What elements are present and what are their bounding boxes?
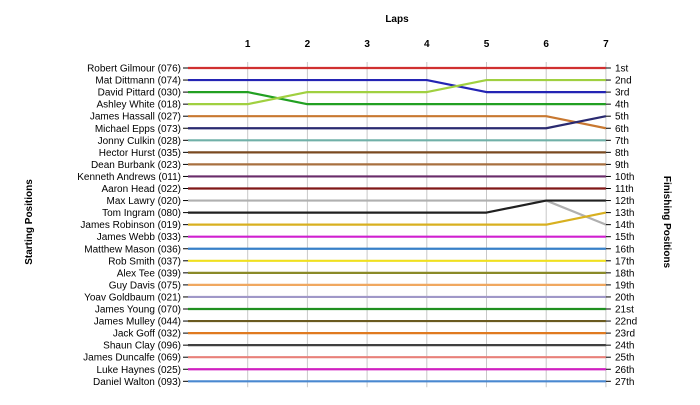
- starting-position-label: James Webb (033): [97, 232, 181, 243]
- starting-position-label: Kenneth Andrews (011): [77, 172, 181, 183]
- x-axis-title: Laps: [385, 14, 409, 25]
- series-line-2: [188, 78, 606, 94]
- series-line-3: [188, 90, 606, 106]
- lap-tick-label: 3: [364, 39, 370, 50]
- finishing-position-label: 6th: [615, 124, 629, 135]
- finishing-position-label: 3rd: [615, 88, 629, 99]
- finishing-position-label: 11th: [615, 184, 634, 195]
- starting-position-label: Guy Davis (075): [109, 280, 181, 291]
- starting-position-label: Shaun Clay (096): [103, 341, 181, 352]
- series-line-12: [188, 199, 607, 226]
- finishing-position-label: 10th: [615, 172, 634, 183]
- finishing-position-label: 19th: [615, 280, 634, 291]
- finishing-position-label: 13th: [615, 208, 634, 219]
- finishing-position-label: 24th: [615, 341, 634, 352]
- finishing-position-label: 21st: [615, 305, 634, 316]
- right-axis-title: Finishing Positions: [661, 176, 672, 269]
- starting-position-label: Yoav Goldbaum (021): [84, 292, 181, 303]
- finishing-position-label: 16th: [615, 244, 634, 255]
- starting-position-label: James Young (070): [95, 305, 181, 316]
- starting-position-label: Aaron Head (022): [102, 184, 182, 195]
- finishing-position-label: 1st: [615, 64, 629, 75]
- starting-position-label: Alex Tee (039): [117, 268, 181, 279]
- starting-position-label: Rob Smith (037): [108, 256, 181, 267]
- starting-position-label: Ashley White (018): [97, 100, 181, 111]
- finishing-position-label: 8th: [615, 148, 629, 159]
- finishing-position-label: 14th: [615, 220, 634, 231]
- finishing-position-label: 20th: [615, 292, 634, 303]
- starting-position-label: James Robinson (019): [80, 220, 181, 231]
- finishing-position-label: 23rd: [615, 329, 635, 340]
- finishing-position-label: 5th: [615, 112, 629, 123]
- series-line-14: [188, 211, 607, 226]
- starting-position-label: Luke Haynes (025): [97, 365, 182, 376]
- lap-tick-label: 4: [424, 39, 430, 50]
- lap-tick-labels: 1 2 3 4 5 6 7: [245, 39, 609, 50]
- finishing-position-label: 27th: [615, 377, 634, 388]
- starting-position-label: David Pittard (030): [98, 88, 181, 99]
- finishing-position-label: 9th: [615, 160, 629, 171]
- finishing-position-label: 4th: [615, 100, 629, 111]
- series-line-6: [188, 115, 607, 130]
- finishing-position-label: 2nd: [615, 76, 632, 87]
- starting-position-label: Daniel Walton (093): [93, 377, 181, 388]
- starting-position-label: Dean Burbank (023): [91, 160, 181, 171]
- finishing-position-label: 26th: [615, 365, 634, 376]
- left-axis-title: Starting Positions: [24, 179, 35, 265]
- series-line-13: [188, 199, 606, 214]
- lap-tick-label: 1: [245, 39, 251, 50]
- finishing-position-label: 25th: [615, 353, 634, 364]
- lap-tick-label: 5: [484, 39, 490, 50]
- starting-position-label: Hector Hurst (035): [99, 148, 181, 159]
- lap-tick-label: 6: [543, 39, 549, 50]
- starting-position-label: Tom Ingram (080): [102, 208, 181, 219]
- lap-tick-label: 7: [603, 39, 609, 50]
- finishing-position-labels: 1st2nd3rd4th5th6th7th8th9th10th11th12th1…: [605, 64, 637, 388]
- starting-position-label: James Duncalfe (069): [83, 353, 181, 364]
- finishing-position-label: 22nd: [615, 317, 637, 328]
- lap-tick-label: 2: [305, 39, 311, 50]
- starting-position-label: Matthew Mason (036): [84, 244, 181, 255]
- starting-position-label: Robert Gilmour (076): [87, 64, 181, 75]
- finishing-position-label: 17th: [615, 256, 634, 267]
- series-line-5: [188, 115, 607, 130]
- finishing-position-label: 15th: [615, 232, 634, 243]
- finishing-position-label: 18th: [615, 268, 634, 279]
- starting-position-label: James Mulley (044): [94, 317, 181, 328]
- series-line-4: [188, 78, 606, 106]
- starting-position-label: Max Lawry (020): [107, 196, 181, 207]
- starting-position-label: Michael Epps (073): [95, 124, 181, 135]
- starting-position-labels: Robert Gilmour (076)Mat Dittmann (074)Da…: [77, 64, 188, 388]
- starting-position-label: Jonny Culkin (028): [98, 136, 181, 147]
- finishing-position-label: 12th: [615, 196, 634, 207]
- series-lines: [188, 66, 607, 383]
- starting-position-label: James Hassall (027): [90, 112, 181, 123]
- finishing-position-label: 7th: [615, 136, 629, 147]
- starting-position-label: Jack Goff (032): [113, 329, 181, 340]
- starting-position-label: Mat Dittmann (074): [95, 76, 181, 87]
